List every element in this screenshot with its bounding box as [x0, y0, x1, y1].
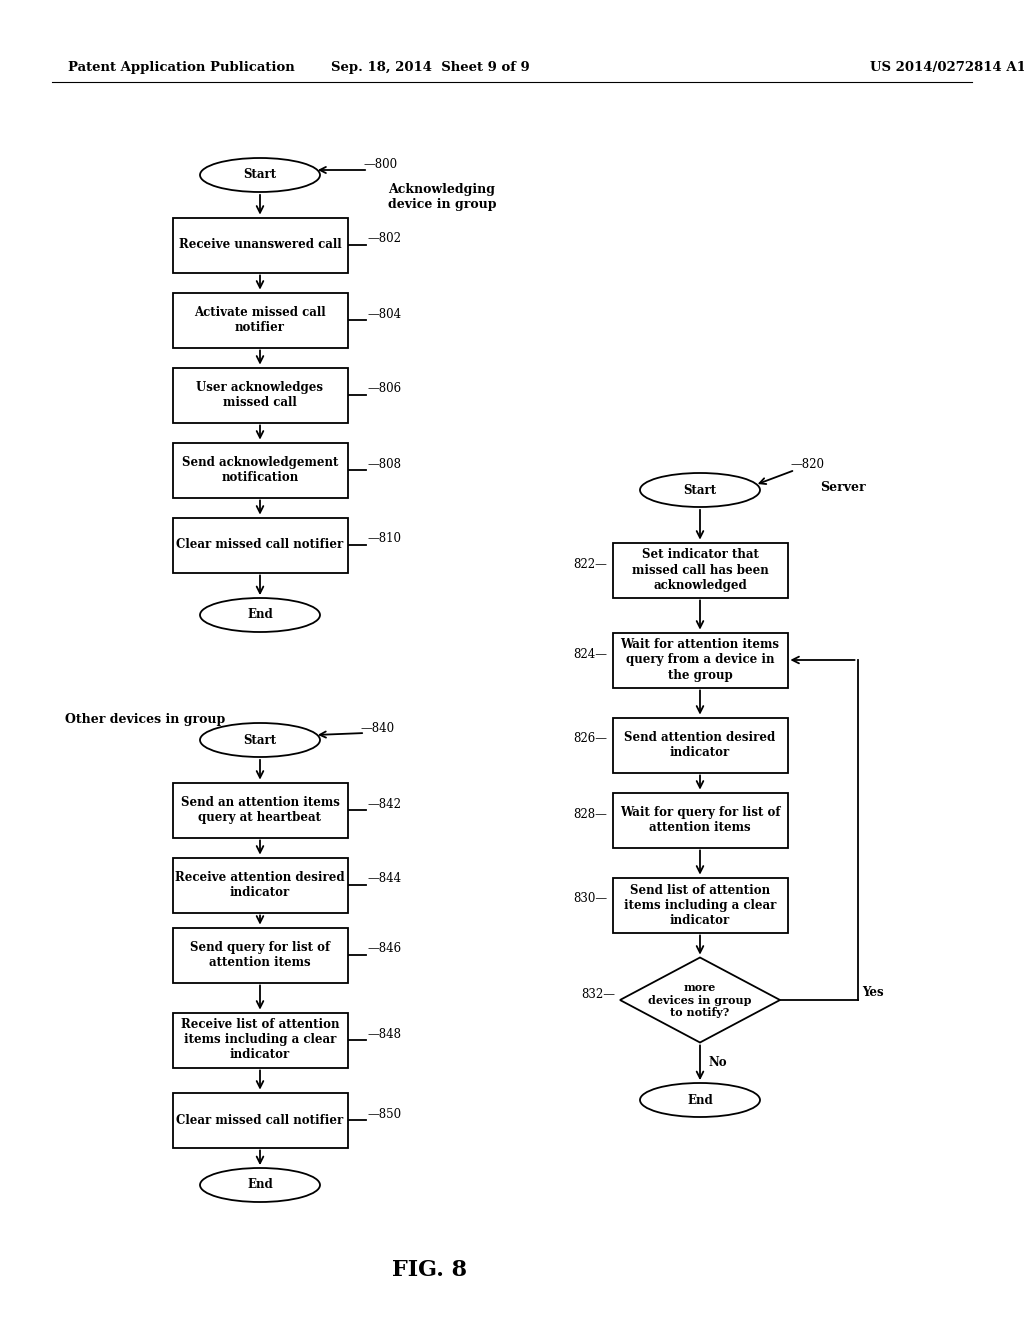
Bar [612, 543, 787, 598]
Text: Send query for list of
attention items: Send query for list of attention items [189, 941, 330, 969]
Text: —800: —800 [362, 158, 397, 172]
Text: —842: —842 [368, 797, 401, 810]
Text: 822—: 822— [573, 557, 607, 570]
Bar [172, 1012, 347, 1068]
Text: —810: —810 [368, 532, 401, 545]
Text: US 2014/0272814 A1: US 2014/0272814 A1 [870, 62, 1024, 74]
Bar [172, 293, 347, 347]
Text: Clear missed call notifier: Clear missed call notifier [176, 539, 344, 552]
Text: 830—: 830— [573, 892, 607, 906]
Text: Send acknowledgement
notification: Send acknowledgement notification [182, 455, 338, 484]
Text: Sep. 18, 2014  Sheet 9 of 9: Sep. 18, 2014 Sheet 9 of 9 [331, 62, 529, 74]
Text: Clear missed call notifier: Clear missed call notifier [176, 1114, 344, 1126]
Text: —804: —804 [368, 308, 401, 321]
Text: FIG. 8: FIG. 8 [392, 1259, 468, 1280]
Text: Receive attention desired
indicator: Receive attention desired indicator [175, 871, 345, 899]
Bar [612, 632, 787, 688]
Text: 824—: 824— [573, 648, 607, 660]
Text: —846: —846 [368, 942, 401, 956]
Text: —808: —808 [368, 458, 401, 470]
Bar [172, 928, 347, 982]
Text: —820: —820 [790, 458, 824, 471]
Text: —850: —850 [368, 1107, 401, 1121]
Text: Other devices in group: Other devices in group [65, 714, 225, 726]
Text: Start: Start [683, 483, 717, 496]
Text: —848: —848 [368, 1027, 401, 1040]
Text: Wait for query for list of
attention items: Wait for query for list of attention ite… [620, 807, 780, 834]
Text: —806: —806 [368, 383, 401, 396]
Text: Server: Server [820, 480, 865, 494]
Text: Send an attention items
query at heartbeat: Send an attention items query at heartbe… [180, 796, 339, 824]
Bar [172, 442, 347, 498]
Text: Set indicator that
missed call has been
acknowledged: Set indicator that missed call has been … [632, 549, 768, 591]
Bar [172, 1093, 347, 1147]
Text: End: End [687, 1093, 713, 1106]
Text: Start: Start [244, 169, 276, 181]
Text: Send attention desired
indicator: Send attention desired indicator [625, 731, 775, 759]
Text: Activate missed call
notifier: Activate missed call notifier [195, 306, 326, 334]
Bar [172, 517, 347, 573]
Text: 828—: 828— [573, 808, 607, 821]
Bar [172, 367, 347, 422]
Text: —840: —840 [360, 722, 394, 734]
Bar [172, 783, 347, 837]
Text: more
devices in group
to notify?: more devices in group to notify? [648, 982, 752, 1018]
Bar [612, 792, 787, 847]
Bar [612, 878, 787, 932]
Text: Wait for attention items
query from a device in
the group: Wait for attention items query from a de… [621, 639, 779, 681]
Text: Receive list of attention
items including a clear
indicator: Receive list of attention items includin… [181, 1019, 339, 1061]
Text: User acknowledges
missed call: User acknowledges missed call [197, 381, 324, 409]
Text: Send list of attention
items including a clear
indicator: Send list of attention items including a… [624, 883, 776, 927]
Bar [172, 218, 347, 272]
Text: No: No [708, 1056, 727, 1069]
Text: Receive unanswered call: Receive unanswered call [178, 239, 341, 252]
Text: 826—: 826— [573, 733, 607, 746]
Text: End: End [247, 1179, 272, 1192]
Text: Yes: Yes [862, 986, 884, 998]
Text: —802: —802 [368, 232, 401, 246]
Text: Acknowledging
device in group: Acknowledging device in group [388, 183, 497, 211]
Text: End: End [247, 609, 272, 622]
Text: 832—: 832— [581, 987, 615, 1001]
Bar [612, 718, 787, 772]
Text: Patent Application Publication: Patent Application Publication [68, 62, 295, 74]
Text: —844: —844 [368, 873, 401, 886]
Bar [172, 858, 347, 912]
Text: Start: Start [244, 734, 276, 747]
